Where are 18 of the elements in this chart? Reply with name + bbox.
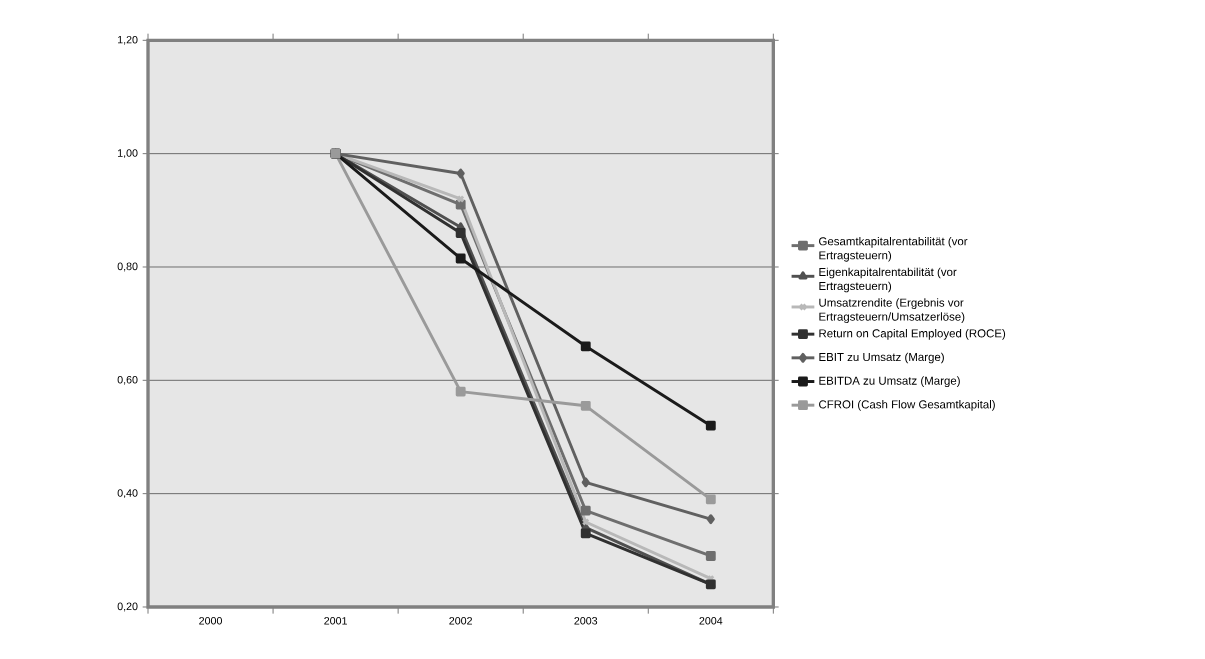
x-tick-label: 2003 xyxy=(574,617,598,625)
y-tick-label: 0,80 xyxy=(117,262,138,272)
legend-label: Gesamtkapitalrentabilität (vor Ertragsteuern) xyxy=(819,236,968,262)
y-tick-label: 0,40 xyxy=(117,489,138,499)
x-tick-label: 2002 xyxy=(449,617,472,625)
y-tick-label: 0,20 xyxy=(117,602,138,612)
legend-label: Eigenkapitalrentabilität (vor Ertragsteuern) xyxy=(819,267,957,293)
legend-label: Return on Capital Employed (ROCE) xyxy=(819,328,1006,340)
y-tick-label: 1,20 xyxy=(118,35,138,45)
legend-label: CFROI (Cash Flow Gesamtkapital) xyxy=(819,400,995,411)
legend-label: Umsatzrendite (Ergebnis vor Ertragsteuern/Umsatzerlöse) xyxy=(819,298,965,323)
legend-label: EBITDA zu Umsatz (Marge) xyxy=(819,376,960,388)
legend-label: EBIT zu Umsatz (Marge) xyxy=(819,352,944,364)
y-tick-label: 1,00 xyxy=(118,149,138,159)
y-tick-label: 0,60 xyxy=(117,375,138,385)
x-tick-label: 2001 xyxy=(324,617,347,625)
x-tick-label: 2000 xyxy=(199,617,222,625)
x-tick-label: 2004 xyxy=(699,617,723,625)
